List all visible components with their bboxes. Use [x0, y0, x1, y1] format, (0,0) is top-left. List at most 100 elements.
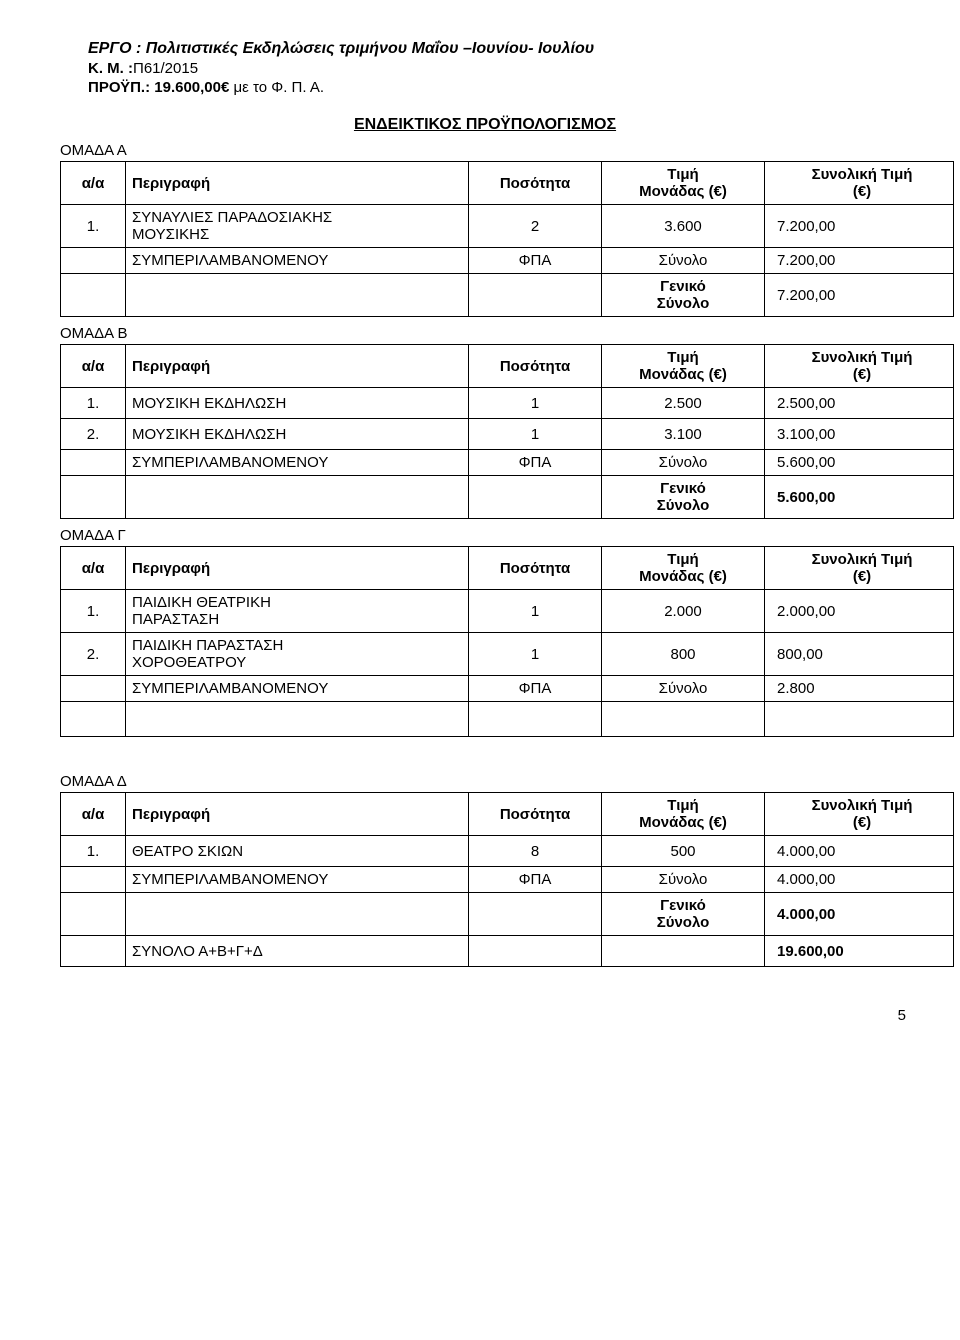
cell-desc: ΣΥΝΑΥΛΙΕΣ ΠΑΡΑΔΟΣΙΑΚΗΣΜΟΥΣΙΚΗΣ	[126, 205, 469, 248]
subtotal-value: 2.800	[765, 676, 954, 702]
col-qty: Ποσότητα	[469, 162, 602, 205]
col-desc: Περιγραφή	[126, 547, 469, 590]
grand-value: 4.000,00	[765, 893, 954, 936]
sum-all-label: ΣΥΝΟΛΟ Α+Β+Γ+Δ	[126, 936, 469, 967]
vat-label: ΦΠΑ	[469, 248, 602, 274]
col-desc: Περιγραφή	[126, 793, 469, 836]
subtotal-label: Σύνολο	[602, 867, 765, 893]
subtotal-value: 4.000,00	[765, 867, 954, 893]
page-number: 5	[60, 1007, 910, 1024]
subtotal-row: ΣΥΜΠΕΡΙΛΑΜΒΑΝΟΜΕΝΟΥ ΦΠΑ Σύνολο 4.000,00	[61, 867, 954, 893]
project-title: Πολιτιστικές Εκδηλώσεις τριμήνου Μαΐου –…	[146, 40, 594, 57]
km-label: Κ. Μ. :	[88, 60, 133, 77]
cell-qty: 1	[469, 419, 602, 450]
group-d-table: α/α Περιγραφή Ποσότητα ΤιμήΜονάδας (€) Σ…	[60, 792, 954, 967]
budget-value: 19.600,00€	[154, 79, 229, 96]
grand-row: ΓενικόΣύνολο 4.000,00	[61, 893, 954, 936]
project-label: ΕΡΓΟ :	[88, 40, 146, 57]
col-unit: ΤιμήΜονάδας (€)	[602, 345, 765, 388]
group-a-label: ΟΜΑΔΑ Α	[60, 142, 910, 159]
cell-qty: 2	[469, 205, 602, 248]
subtotal-value: 5.600,00	[765, 450, 954, 476]
table-row: 1. ΜΟΥΣΙΚΗ ΕΚΔΗΛΩΣΗ 1 2.500 2.500,00	[61, 388, 954, 419]
cell-desc: ΠΑΙΔΙΚΗ ΠΑΡΑΣΤΑΣΗΧΟΡΟΘΕΑΤΡΟΥ	[126, 633, 469, 676]
grand-label: ΓενικόΣύνολο	[602, 476, 765, 519]
cell-idx: 2.	[61, 419, 126, 450]
vat-label: ΦΠΑ	[469, 676, 602, 702]
vat-included-label: ΣΥΜΠΕΡΙΛΑΜΒΑΝΟΜΕΝΟΥ	[126, 450, 469, 476]
table-header-row: α/α Περιγραφή Ποσότητα ΤιμήΜονάδας (€) Σ…	[61, 345, 954, 388]
cell-qty: 1	[469, 388, 602, 419]
cell-unit: 500	[602, 836, 765, 867]
table-row: 1. ΠΑΙΔΙΚΗ ΘΕΑΤΡΙΚΗΠΑΡΑΣΤΑΣΗ 1 2.000 2.0…	[61, 590, 954, 633]
table-row: 2. ΠΑΙΔΙΚΗ ΠΑΡΑΣΤΑΣΗΧΟΡΟΘΕΑΤΡΟΥ 1 800 80…	[61, 633, 954, 676]
km-line: Κ. Μ. :Π61/2015	[88, 60, 910, 77]
col-total: Συνολική Τιμή(€)	[765, 793, 954, 836]
vat-included-label: ΣΥΜΠΕΡΙΛΑΜΒΑΝΟΜΕΝΟΥ	[126, 248, 469, 274]
col-qty: Ποσότητα	[469, 547, 602, 590]
table-row: 1. ΘΕΑΤΡΟ ΣΚΙΩΝ 8 500 4.000,00	[61, 836, 954, 867]
col-unit: ΤιμήΜονάδας (€)	[602, 162, 765, 205]
cell-qty: 1	[469, 590, 602, 633]
col-qty: Ποσότητα	[469, 793, 602, 836]
col-idx: α/α	[61, 345, 126, 388]
col-idx: α/α	[61, 162, 126, 205]
cell-total: 2.000,00	[765, 590, 954, 633]
table-header-row: α/α Περιγραφή Ποσότητα ΤιμήΜονάδας (€) Σ…	[61, 793, 954, 836]
cell-desc: ΘΕΑΤΡΟ ΣΚΙΩΝ	[126, 836, 469, 867]
table-header-row: α/α Περιγραφή Ποσότητα ΤιμήΜονάδας (€) Σ…	[61, 162, 954, 205]
km-value: Π61/2015	[133, 60, 198, 77]
grand-value: 7.200,00	[765, 274, 954, 317]
subtotal-value: 7.200,00	[765, 248, 954, 274]
cell-total: 3.100,00	[765, 419, 954, 450]
group-b-label: ΟΜΑΔΑ Β	[60, 325, 910, 342]
sum-all-row: ΣΥΝΟΛΟ Α+Β+Γ+Δ 19.600,00	[61, 936, 954, 967]
col-idx: α/α	[61, 547, 126, 590]
subtotal-row: ΣΥΜΠΕΡΙΛΑΜΒΑΝΟΜΕΝΟΥ ΦΠΑ Σύνολο 7.200,00	[61, 248, 954, 274]
col-unit: ΤιμήΜονάδας (€)	[602, 547, 765, 590]
blank-row	[61, 702, 954, 737]
cell-idx: 2.	[61, 633, 126, 676]
table-row: 1. ΣΥΝΑΥΛΙΕΣ ΠΑΡΑΔΟΣΙΑΚΗΣΜΟΥΣΙΚΗΣ 2 3.60…	[61, 205, 954, 248]
table-header-row: α/α Περιγραφή Ποσότητα ΤιμήΜονάδας (€) Σ…	[61, 547, 954, 590]
col-total: Συνολική Τιμή(€)	[765, 345, 954, 388]
budget-label: ΠΡΟΫΠ.:	[88, 79, 154, 96]
cell-total: 800,00	[765, 633, 954, 676]
grand-row: ΓενικόΣύνολο 7.200,00	[61, 274, 954, 317]
cell-total: 7.200,00	[765, 205, 954, 248]
group-d-label: ΟΜΑΔΑ Δ	[60, 773, 910, 790]
cell-total: 2.500,00	[765, 388, 954, 419]
cell-idx: 1.	[61, 388, 126, 419]
budget-line: ΠΡΟΫΠ.: 19.600,00€ με το Φ. Π. Α.	[88, 79, 910, 96]
col-desc: Περιγραφή	[126, 162, 469, 205]
subtotal-label: Σύνολο	[602, 450, 765, 476]
project-title-line: ΕΡΓΟ : Πολιτιστικές Εκδηλώσεις τριμήνου …	[88, 40, 910, 58]
col-desc: Περιγραφή	[126, 345, 469, 388]
grand-row: ΓενικόΣύνολο 5.600,00	[61, 476, 954, 519]
cell-idx: 1.	[61, 836, 126, 867]
col-total: Συνολική Τιμή(€)	[765, 547, 954, 590]
grand-label: ΓενικόΣύνολο	[602, 274, 765, 317]
main-title: ΕΝΔΕΙΚΤΙΚΟΣ ΠΡΟΫΠΟΛΟΓΙΣΜΟΣ	[60, 116, 910, 134]
cell-unit: 2.000	[602, 590, 765, 633]
cell-unit: 800	[602, 633, 765, 676]
cell-total: 4.000,00	[765, 836, 954, 867]
subtotal-row: ΣΥΜΠΕΡΙΛΑΜΒΑΝΟΜΕΝΟΥ ΦΠΑ Σύνολο 2.800	[61, 676, 954, 702]
budget-suffix: με το Φ. Π. Α.	[229, 79, 324, 96]
cell-idx: 1.	[61, 590, 126, 633]
grand-label: ΓενικόΣύνολο	[602, 893, 765, 936]
cell-unit: 3.100	[602, 419, 765, 450]
vat-label: ΦΠΑ	[469, 450, 602, 476]
vat-included-label: ΣΥΜΠΕΡΙΛΑΜΒΑΝΟΜΕΝΟΥ	[126, 676, 469, 702]
subtotal-row: ΣΥΜΠΕΡΙΛΑΜΒΑΝΟΜΕΝΟΥ ΦΠΑ Σύνολο 5.600,00	[61, 450, 954, 476]
vat-included-label: ΣΥΜΠΕΡΙΛΑΜΒΑΝΟΜΕΝΟΥ	[126, 867, 469, 893]
group-b-table: α/α Περιγραφή Ποσότητα ΤιμήΜονάδας (€) Σ…	[60, 344, 954, 519]
cell-qty: 1	[469, 633, 602, 676]
group-c-label: ΟΜΑΔΑ Γ	[60, 527, 910, 544]
subtotal-label: Σύνολο	[602, 248, 765, 274]
cell-unit: 2.500	[602, 388, 765, 419]
grand-value: 5.600,00	[765, 476, 954, 519]
col-qty: Ποσότητα	[469, 345, 602, 388]
subtotal-label: Σύνολο	[602, 676, 765, 702]
col-idx: α/α	[61, 793, 126, 836]
